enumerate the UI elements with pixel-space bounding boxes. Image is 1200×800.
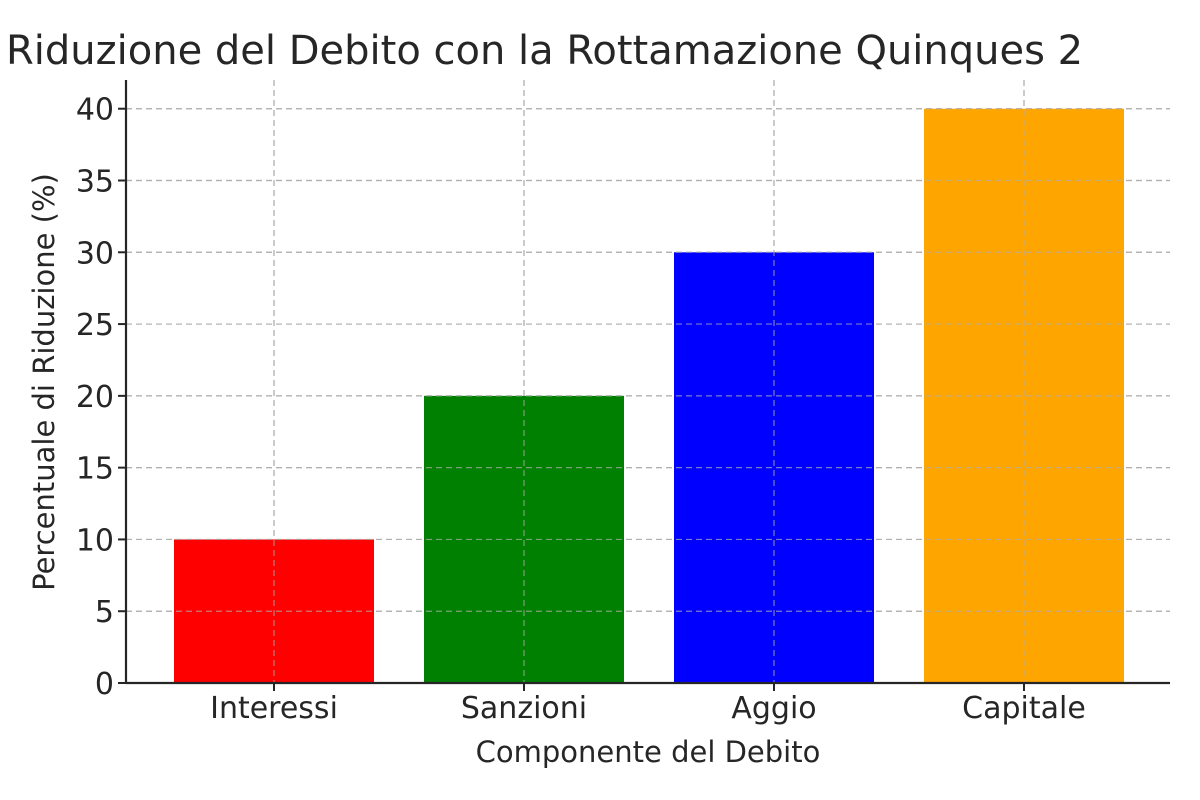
y-tick-label: 40 xyxy=(76,93,114,128)
x-tick-label: Interessi xyxy=(210,691,338,726)
bar-aggio xyxy=(674,252,874,684)
x-tick-label: Sanzioni xyxy=(461,691,587,726)
y-tick-label: 30 xyxy=(76,236,114,271)
bar-sanzioni xyxy=(424,395,624,683)
y-tick-label: 10 xyxy=(76,523,114,558)
y-tick-label: 25 xyxy=(76,308,114,343)
x-tick-label: Capitale xyxy=(962,691,1086,726)
y-tick-label: 35 xyxy=(76,165,114,200)
x-axis-label: Componente del Debito xyxy=(476,735,821,769)
y-tick-label: 5 xyxy=(95,595,114,630)
y-axis-label: Percentuale di Riduzione (%) xyxy=(27,173,61,591)
x-tick-label: Aggio xyxy=(731,691,816,726)
tick-labels: 0 5 10 15 20 25 30 35 40 Interessi Sanzioni Aggio Ca… xyxy=(76,93,1086,726)
y-tick-label: 15 xyxy=(76,452,114,487)
axes xyxy=(118,80,1170,691)
y-tick-label: 0 xyxy=(95,667,114,702)
chart-title: Riduzione del Debito con la Rottamazione… xyxy=(6,28,1083,74)
y-tick-label: 20 xyxy=(76,380,114,415)
bars xyxy=(126,80,1170,684)
